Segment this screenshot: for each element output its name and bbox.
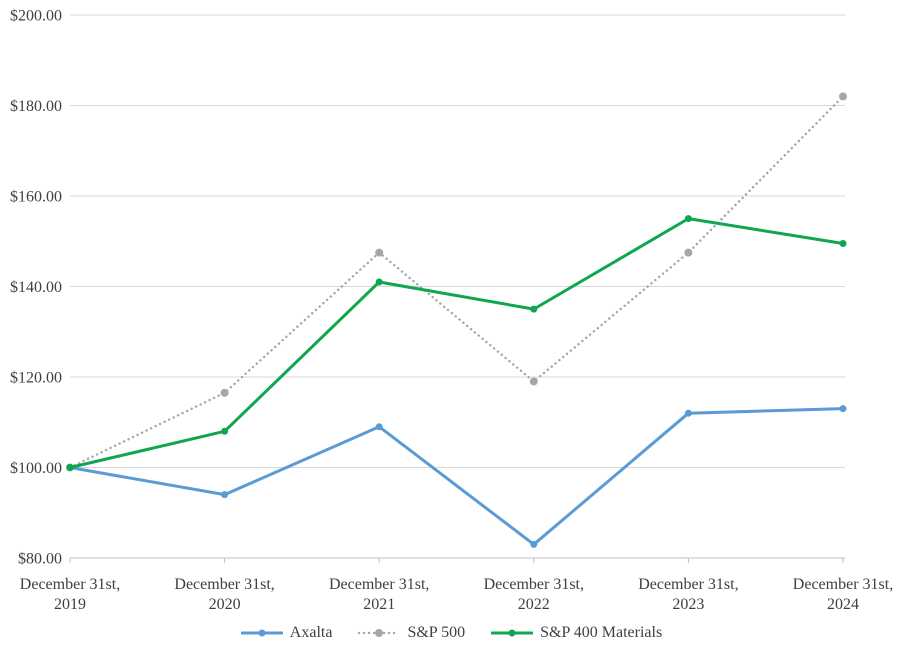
x-category-label: December 31st, 2021 xyxy=(329,576,429,613)
y-tick-label: $100.00 xyxy=(10,460,62,477)
series-line-axalta xyxy=(68,407,845,546)
y-tick-label: $160.00 xyxy=(10,189,62,206)
legend-label: S&P 500 xyxy=(407,624,466,641)
x-category-label: December 31st, 2020 xyxy=(174,576,274,613)
legend-line-sample-s-p-400-materials xyxy=(491,629,534,637)
x-category-label: December 31st, 2019 xyxy=(20,576,120,613)
series-axalta xyxy=(66,405,847,548)
legend-line-sample-s-p-500 xyxy=(358,629,401,637)
x-axis-ticks xyxy=(69,558,844,563)
legend-item-axalta: Axalta xyxy=(240,624,333,642)
data-point-s-p-400-materials xyxy=(221,427,229,435)
legend-label: S&P 400 Materials xyxy=(540,624,663,641)
legend-label: Axalta xyxy=(289,624,333,641)
series-s-p-500 xyxy=(66,92,847,472)
data-point-s-p-500 xyxy=(375,248,384,257)
data-point-axalta xyxy=(839,405,847,413)
x-axis-labels: December 31st, 2019 December 31st, 2020 Dece… xyxy=(20,576,893,613)
data-point-s-p-500 xyxy=(220,388,229,397)
data-point-axalta xyxy=(375,423,383,431)
data-point-s-p-500 xyxy=(684,248,693,257)
data-point-s-p-400-materials xyxy=(684,215,692,223)
legend: Axalta S&P 500 S&P 400 Materials xyxy=(0,624,903,642)
x-category-label: December 31st, 2024 xyxy=(793,576,893,613)
data-point-s-p-500 xyxy=(839,92,847,101)
data-point-s-p-500 xyxy=(529,377,538,386)
data-point-s-p-400-materials xyxy=(530,305,538,313)
data-point-axalta xyxy=(221,491,229,499)
y-axis-labels: $80.00 $100.00 $120.00 $140.00 $160.00 $180.0… xyxy=(10,8,62,568)
data-point-axalta xyxy=(530,540,538,548)
gridlines xyxy=(70,14,845,559)
y-tick-label: $140.00 xyxy=(10,279,62,296)
legend-line-sample-axalta xyxy=(240,629,283,637)
legend-marker xyxy=(508,629,516,637)
series-s-p-400-materials xyxy=(66,215,847,471)
x-category-label: December 31st, 2022 xyxy=(484,576,584,613)
data-point-axalta xyxy=(684,409,692,417)
series-line-s-p-400-materials xyxy=(68,217,845,469)
y-tick-label: $180.00 xyxy=(10,98,62,115)
legend-marker xyxy=(375,629,384,637)
data-point-s-p-400-materials xyxy=(66,464,74,471)
y-tick-label: $80.00 xyxy=(18,551,62,568)
series-line-s-p-500 xyxy=(68,95,845,469)
legend-item-s-p-400-materials: S&P 400 Materials xyxy=(491,624,662,642)
data-point-s-p-400-materials xyxy=(375,278,383,286)
y-tick-label: $120.00 xyxy=(10,370,62,387)
y-tick-label: $200.00 xyxy=(10,8,62,25)
x-category-label: December 31st, 2023 xyxy=(638,576,738,613)
legend-marker xyxy=(258,629,266,637)
data-point-s-p-400-materials xyxy=(839,240,847,248)
legend-item-s-p-500: S&P 500 xyxy=(358,624,465,642)
